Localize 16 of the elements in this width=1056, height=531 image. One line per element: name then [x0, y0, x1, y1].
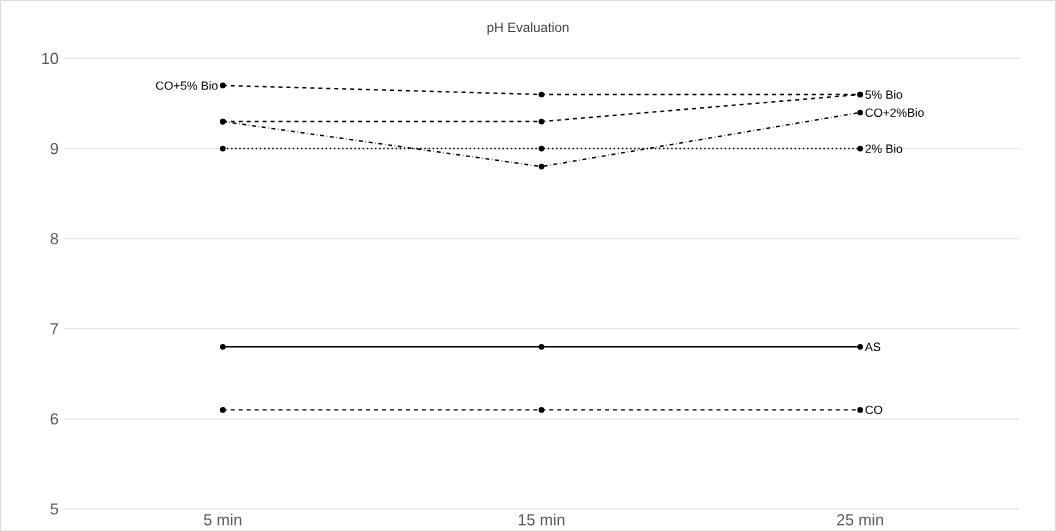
x-tick-label: 25 min — [837, 513, 884, 526]
series-label: 5% Bio — [865, 89, 903, 99]
y-tick-label: 10 — [42, 52, 59, 64]
y-tick-label: 6 — [50, 413, 59, 425]
series-label: AS — [864, 342, 881, 351]
series-label: CO+2%Bio — [865, 107, 924, 117]
chart-title: pH Evaluation — [487, 22, 569, 35]
y-tick-label: 8 — [50, 232, 59, 245]
y-tick-label: 5 — [50, 503, 59, 515]
series-label: 2% Bio — [865, 143, 903, 153]
x-tick-label: 15 min — [518, 513, 565, 526]
series-label: CO — [865, 405, 883, 414]
y-tick-label: 9 — [50, 142, 58, 154]
y-tick-label: 7 — [50, 323, 58, 335]
x-tick-label: 5 min — [203, 513, 242, 526]
series-label: CO+5% Bio — [155, 80, 218, 90]
